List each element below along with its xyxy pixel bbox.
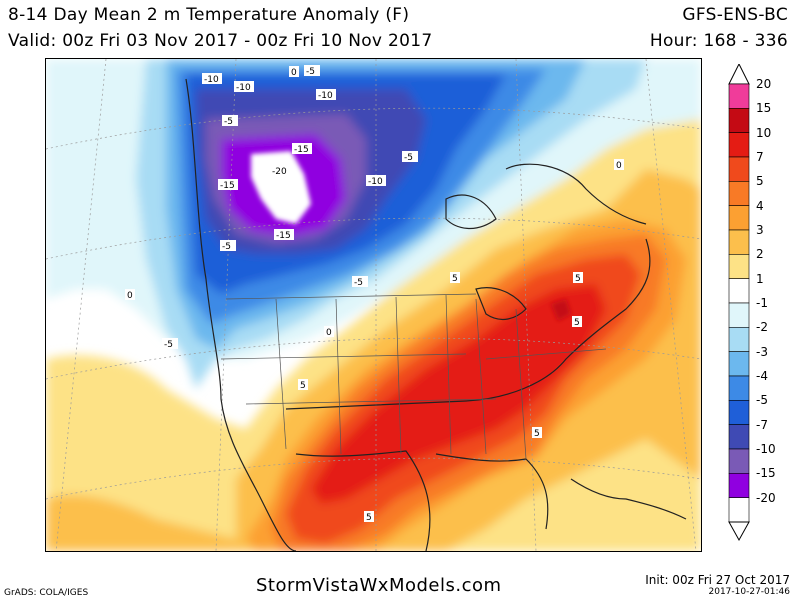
contour-label: -10 (318, 91, 333, 101)
colorbar-label: 2 (756, 247, 764, 262)
contour-label: 5 (575, 274, 581, 284)
contour-label: 0 (127, 291, 133, 301)
colorbar-swatch (728, 327, 750, 352)
contour-labels: -10 -10 -5 -10 -15 -20 -10 -5 -15 -5 -15… (125, 65, 624, 523)
grads-credit: GrADS: COLA/IGES (4, 588, 89, 598)
colorbar-swatch (728, 400, 750, 425)
colorbar-label: 15 (756, 101, 772, 116)
colorbar-label: 1 (756, 271, 764, 286)
contour-label: -20 (272, 167, 287, 177)
colorbar-swatch (728, 156, 750, 182)
contour-label: -15 (276, 231, 291, 241)
forecast-hour-range: Hour: 168 - 336 (649, 31, 788, 51)
contour-label: 0 (291, 68, 297, 78)
colorbar-swatch (728, 254, 750, 279)
contour-label: 0 (616, 161, 622, 171)
anomaly-minus-20-core (251, 151, 311, 224)
anomaly-plus-15-spot (551, 299, 571, 321)
model-name: GFS-ENS-BC (682, 5, 788, 25)
contour-label: -5 (306, 67, 315, 77)
contour-label: 5 (366, 513, 372, 523)
contour-label: -5 (224, 117, 233, 127)
colorbar-swatch (728, 351, 750, 377)
contour-label: 0 (326, 328, 332, 338)
contour-label: -5 (164, 340, 173, 350)
contour-label: 5 (452, 274, 458, 284)
contour-label: -15 (294, 145, 309, 155)
contour-label: -10 (204, 75, 219, 85)
colorbar-swatch (728, 108, 750, 133)
colorbar-label: 5 (756, 174, 764, 189)
contour-label: 5 (574, 318, 580, 328)
colorbar-swatch (728, 375, 750, 401)
map-canvas: -10 -10 -5 -10 -15 -20 -10 -5 -15 -5 -15… (46, 59, 701, 551)
colorbar-swatch (728, 473, 750, 498)
generated-timestamp: 2017-10-27-01:46 (708, 587, 791, 597)
contour-label: -10 (236, 83, 251, 93)
anomaly-map: -10 -10 -5 -10 -15 -20 -10 -5 -15 -5 -15… (45, 58, 702, 552)
contour-label: -15 (220, 181, 235, 191)
colorbar-top-arrow (728, 64, 750, 85)
colorbar-label: 4 (756, 198, 764, 213)
colorbar-swatch (728, 448, 750, 474)
colorbar-label: -2 (756, 320, 768, 335)
coastlines (185, 78, 687, 551)
contour-label: 5 (534, 429, 540, 439)
colorbar-label: -1 (756, 296, 768, 310)
valid-period: Valid: 00z Fri 03 Nov 2017 - 00z Fri 10 … (8, 31, 433, 51)
colorbar-swatch (728, 302, 750, 328)
colorbar-label: -7 (756, 417, 768, 432)
colorbar-label: 3 (756, 223, 764, 237)
colorbar-swatch (728, 181, 750, 206)
colorbar-swatch (728, 424, 750, 450)
colorbar-label: 20 (756, 77, 772, 91)
colorbar-swatch (728, 83, 750, 109)
colorbar-swatch (728, 132, 750, 158)
state-borders (220, 293, 607, 460)
site-watermark: StormVistaWxModels.com (256, 575, 502, 596)
colorbar-swatch (728, 278, 750, 304)
colorbar-label: -4 (756, 369, 768, 383)
colorbar-label: 7 (756, 150, 764, 164)
contour-label: 5 (300, 381, 306, 391)
map-title: 8-14 Day Mean 2 m Temperature Anomaly (F… (8, 5, 410, 25)
contour-label: -5 (404, 153, 413, 163)
contour-label: -5 (354, 278, 363, 288)
contour-label: -5 (222, 242, 231, 252)
colorbar-label: -15 (756, 466, 776, 481)
colorbar-bottom-arrow (728, 521, 750, 542)
init-time: Init: 00z Fri 27 Oct 2017 (645, 573, 790, 587)
anomaly-plus-10 (311, 284, 606, 504)
colorbar-swatch (728, 497, 750, 523)
contour-label: -10 (368, 177, 383, 187)
colorbar-swatch (728, 205, 750, 231)
colorbar-swatch (728, 229, 750, 255)
colorbar-label: -5 (756, 393, 768, 408)
colorbar-label: -3 (756, 344, 768, 359)
color-scale-bar (728, 64, 750, 542)
colorbar-label: -10 (756, 442, 776, 456)
colorbar-label: -20 (756, 490, 776, 505)
colorbar-label: 10 (756, 125, 772, 140)
graticule (46, 59, 701, 551)
